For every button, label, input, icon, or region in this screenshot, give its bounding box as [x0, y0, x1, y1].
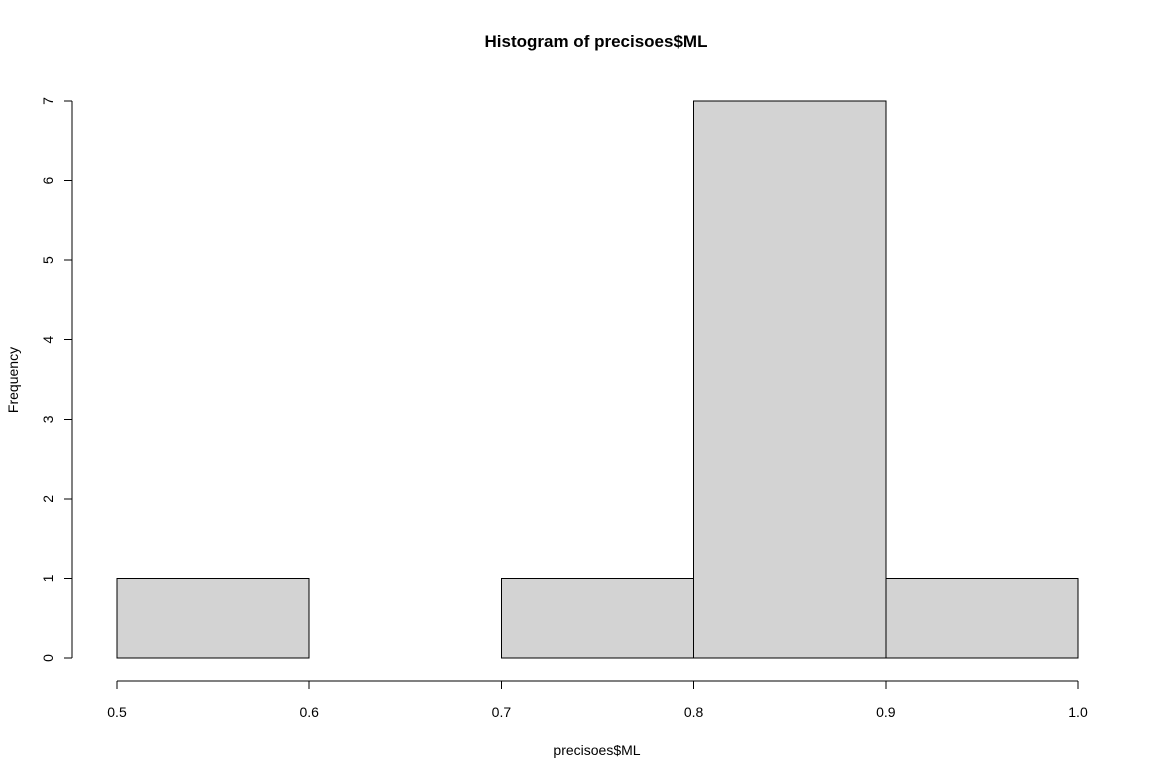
y-tick-label-6: 6	[40, 176, 56, 184]
x-axis-label: precisoes$ML	[553, 742, 640, 758]
x-tick-label-0: 0.5	[107, 704, 127, 720]
histogram-bar-2	[500, 577, 695, 659]
x-axis: 0.5 0.6 0.7 0.8 0.9 1.0	[107, 680, 1088, 720]
y-tick-label-5: 5	[40, 256, 56, 264]
x-tick-label-2: 0.7	[492, 704, 512, 720]
y-tick-label-4: 4	[40, 336, 56, 344]
y-tick-label-3: 3	[40, 415, 56, 423]
bars-group	[116, 100, 1079, 659]
y-tick-label-1: 1	[40, 574, 56, 582]
x-tick-label-4: 0.9	[876, 704, 896, 720]
y-tick-label-2: 2	[40, 495, 56, 503]
y-axis: 0 1 2 3 4 5 6 7	[40, 97, 73, 662]
y-tick-label-0: 0	[40, 654, 56, 662]
x-tick-label-1: 0.6	[299, 704, 319, 720]
chart-title: Histogram of precisoes$ML	[485, 32, 708, 51]
y-axis-label: Frequency	[5, 347, 21, 413]
x-tick-label-3: 0.8	[684, 704, 704, 720]
histogram-bar-0	[116, 577, 310, 659]
x-tick-label-5: 1.0	[1068, 704, 1088, 720]
histogram-bar-3	[693, 100, 887, 659]
histogram-bar-4	[885, 577, 1079, 659]
y-tick-label-7: 7	[40, 97, 56, 105]
